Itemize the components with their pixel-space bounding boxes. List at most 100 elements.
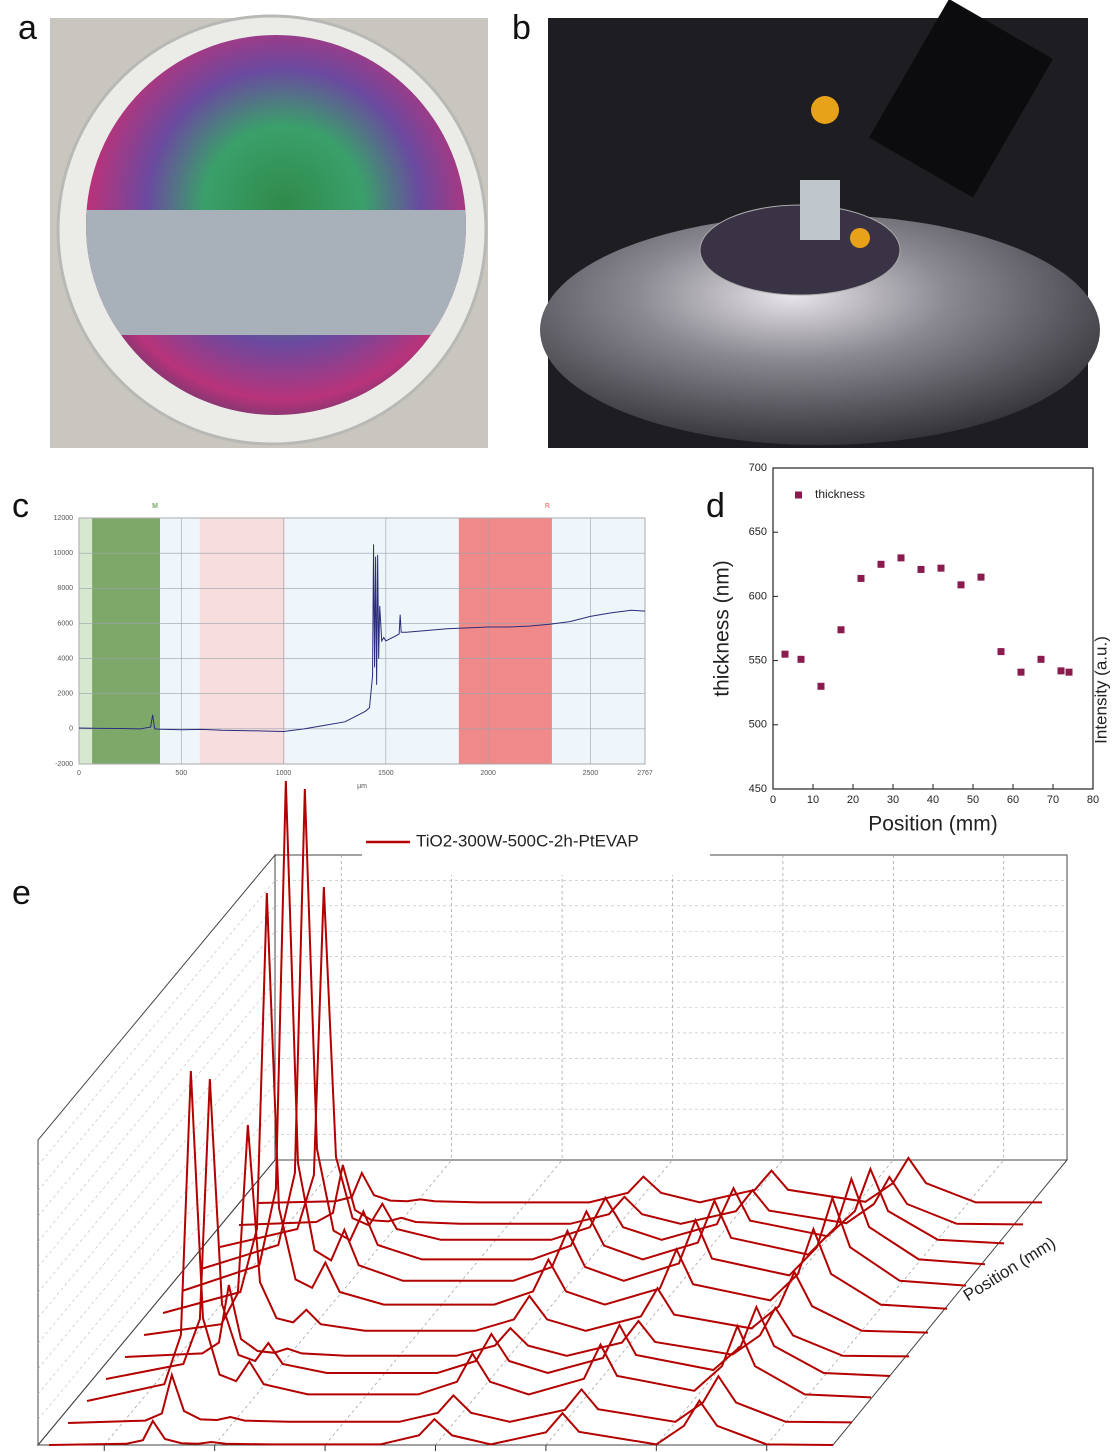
knob [811,96,839,124]
y-tick-label: 500 [749,719,767,731]
region-label: R [545,503,550,510]
probe [800,180,840,240]
wall-grid-line [37,905,276,1192]
grid-line [766,1159,1005,1446]
legend-label: thickness [815,487,865,501]
data-point [897,554,905,562]
y-tick-label: 2000 [57,691,73,698]
spectrum [219,886,1005,1248]
y-tick-label: 0 [69,726,73,733]
x-tick-label: 2500 [583,770,599,777]
x-tick-label: 2767 [637,770,653,777]
y-tick-label: 450 [749,783,767,795]
data-point [1017,668,1025,676]
panel-label: e [12,874,31,912]
data-point [797,655,805,663]
y-tick-label: 700 [749,462,767,474]
y-axis-label: Intensity (a.u.) [1091,636,1110,744]
x-tick-label: 1000 [276,770,292,777]
spectrum [49,1398,834,1446]
spectrum [258,1156,1042,1204]
data-point [877,560,885,568]
y-tick-label: 650 [749,526,767,538]
knob [850,228,870,248]
plot-frame [772,467,1094,790]
data-point [917,565,925,573]
x-tick-label: 2000 [480,770,496,777]
x-tick-label: 50 [967,794,979,806]
objective [869,0,1053,198]
x-tick-label: 60 [1007,794,1019,806]
x-tick-label: 0 [77,770,81,777]
grid-line [656,1159,894,1446]
y-tick-label: 550 [749,655,767,667]
spectrum [200,788,986,1270]
data-point [957,581,965,589]
data-point [977,573,985,581]
wall-grid-line [37,1007,276,1293]
x-tick-label: 500 [175,770,187,777]
data-point [997,648,1005,656]
panel-label: b [512,9,531,47]
wall-grid-line [37,880,276,1166]
x-axis-label: Position (mm) [868,813,998,836]
spectrum [162,892,948,1314]
spectrum [86,1070,872,1402]
data-point [837,626,845,634]
plot-area [79,518,645,764]
legend-marker [795,491,802,499]
x-tick-label: 1500 [378,770,394,777]
grid-line [324,1159,563,1446]
wall-grid-line [37,981,276,1268]
wall-grid-line [37,956,276,1242]
data-point [937,564,945,572]
y-tick-label: 600 [749,590,767,602]
spectrum [181,780,967,1292]
spectrum [68,1371,853,1424]
plot-frame [78,517,646,765]
data-point [1037,655,1045,663]
region-label: M [152,503,158,510]
spectrum [239,1164,1024,1226]
y-tick-label: -2000 [55,761,73,768]
y-tick-label: 6000 [57,620,73,627]
wall-grid-line [37,1108,276,1395]
data-point [817,682,825,690]
legend-box [362,820,710,875]
photo-wafer [50,14,488,448]
y-tick-label: 4000 [57,655,73,662]
x-tick-label: 20 [847,794,859,806]
spectrum [124,1284,910,1358]
region [458,518,552,764]
wall-grid-line [37,1058,276,1344]
legend-label: TiO2-300W-500C-2h-PtEVAP [416,831,639,850]
photo-instrument [540,0,1100,448]
x-tick-label: 0 [770,794,776,806]
data-point [1065,668,1073,676]
panel-label: d [706,487,725,525]
data-point [1057,667,1065,675]
y-tick-label: 8000 [57,585,73,592]
region [79,518,93,764]
grid-line [103,1159,342,1446]
region [199,518,285,764]
data-point [857,574,865,582]
wall-grid [37,855,1067,1446]
wall-grid-line [37,1134,276,1420]
x-tick-label: 40 [927,794,939,806]
y-axis-label: thickness (nm) [711,560,734,697]
wall-grid-line [37,1032,276,1319]
y-tick-label: 10000 [54,550,74,557]
data-point [781,650,789,658]
waterfall-frame [36,853,1069,1447]
panel-label: c [12,487,29,525]
stage [540,215,1100,445]
spectrum [143,1124,929,1336]
region [92,518,161,764]
grid-line [214,1159,452,1446]
x-tick-label: 70 [1047,794,1059,806]
x-tick-label: 30 [887,794,899,806]
wall-grid-line [37,931,276,1217]
x-axis-label: µm [357,783,367,790]
